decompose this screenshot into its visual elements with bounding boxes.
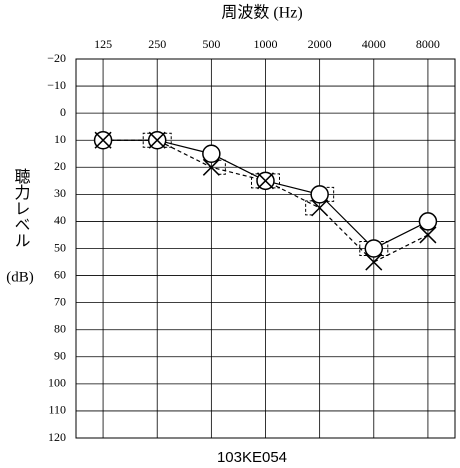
y-axis-label: 聴力レベル <box>12 168 31 248</box>
marker-circle <box>364 239 384 258</box>
y-tick-label: 20 <box>54 159 66 173</box>
y-tick-label: −10 <box>47 78 66 92</box>
marker-cross <box>311 199 329 217</box>
x-tick-label: 2000 <box>308 37 332 51</box>
y-tick-label: 110 <box>48 403 66 417</box>
x-tick-label: 250 <box>148 37 166 51</box>
y-tick-label: 40 <box>54 213 66 227</box>
chart-title: 周波数 (Hz) <box>221 4 302 22</box>
x-tick-label: 8000 <box>416 37 440 51</box>
x-tick-label: 4000 <box>362 37 386 51</box>
x-tick-label: 1000 <box>254 37 278 51</box>
y-tick-label: 100 <box>48 376 66 390</box>
y-tick-label: 70 <box>54 294 66 308</box>
marker-cross <box>256 172 275 190</box>
marker-cross <box>94 131 112 149</box>
marker-circle <box>418 212 438 231</box>
marker-cross <box>202 158 220 176</box>
caption: 103KE054 <box>217 449 287 466</box>
marker-cross <box>419 226 437 244</box>
y-tick-label: 80 <box>54 321 66 335</box>
y-tick-label: 50 <box>54 240 66 254</box>
y-tick-label: 120 <box>48 430 66 444</box>
y-tick-label: −20 <box>47 51 66 65</box>
marker-cross <box>148 131 166 149</box>
y-tick-label: 0 <box>60 105 66 119</box>
y-tick-label: 90 <box>54 349 66 363</box>
y-tick-label: 30 <box>54 186 66 200</box>
y-tick-label: 60 <box>54 267 66 281</box>
marker-circle <box>310 185 329 204</box>
x-tick-label: 125 <box>94 37 112 51</box>
x-tick-label: 500 <box>202 37 220 51</box>
y-tick-label: 10 <box>54 132 66 146</box>
marker-cross <box>365 253 383 271</box>
marker-circle <box>202 144 221 163</box>
y-axis-unit: (dB) <box>6 269 34 285</box>
